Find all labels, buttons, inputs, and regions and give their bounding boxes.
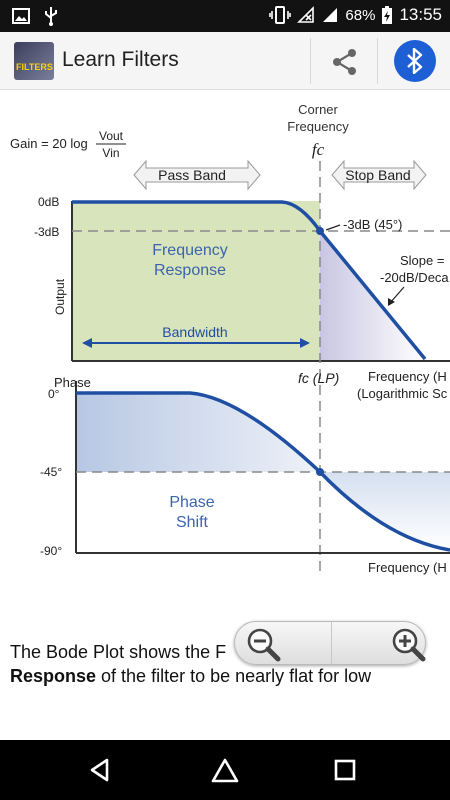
recents-button[interactable]	[329, 754, 361, 786]
zoom-out-icon	[247, 628, 281, 662]
output-axis-label: Output	[53, 278, 67, 315]
frequency-axis-label-bottom: Frequency (H	[368, 560, 447, 575]
pass-band-region	[72, 201, 320, 360]
battery-percent: 68%	[345, 6, 376, 24]
vin-label: Vin	[102, 146, 119, 160]
minus45-deg-label: -45°	[40, 465, 62, 479]
bandwidth-label: Bandwidth	[162, 324, 227, 340]
zoom-in-button[interactable]	[331, 622, 427, 664]
app-logo-text: FILTERS	[16, 62, 53, 72]
bluetooth-button[interactable]	[394, 40, 436, 82]
description-line1: The Bode Plot shows the F	[10, 640, 450, 664]
phase-shift-line2: Shift	[176, 514, 209, 531]
fc-lp-label: fc (LP)	[298, 370, 339, 386]
bluetooth-icon	[407, 48, 423, 74]
description-text: The Bode Plot shows the F Response of th…	[10, 640, 450, 688]
gain-formula: Gain = 20 log	[10, 136, 88, 151]
minus3db-45-label: -3dB (45°)	[343, 217, 402, 232]
frequency-response-line1: Frequency	[152, 242, 228, 259]
clock: 13:55	[399, 5, 442, 24]
minus3db-label: -3dB	[34, 225, 59, 239]
description-line2-rest: of the filter to be nearly flat for low	[96, 666, 372, 686]
app-title: Learn Filters	[62, 48, 179, 71]
description-line1-end: F	[215, 642, 227, 662]
stop-band-arrow	[331, 159, 427, 191]
phase-tail-region	[320, 472, 450, 550]
frequency-response-line2: Response	[154, 262, 226, 279]
home-icon	[211, 758, 239, 783]
fc-label: fc	[312, 140, 325, 159]
zero-db-label: 0dB	[38, 195, 59, 209]
image-icon	[12, 8, 30, 24]
vout-label: Vout	[99, 129, 124, 143]
pass-band-label: Pass Band	[158, 167, 226, 183]
signal-icon	[323, 8, 338, 22]
zoom-out-button[interactable]	[235, 622, 331, 664]
corner-frequency-line1: Corner	[298, 102, 338, 117]
description-line2: Response of the filter to be nearly flat…	[10, 664, 450, 688]
app-bar: FILTERS Learn Filters	[0, 32, 450, 90]
description-line1-start: The Bode Plot shows the	[10, 642, 211, 662]
share-icon	[333, 49, 356, 75]
status-bar: 68% 13:55	[0, 0, 450, 32]
navigation-bar	[0, 740, 450, 800]
no-signal-icon	[297, 6, 315, 23]
slope-line2: -20dB/Deca	[380, 270, 449, 285]
description-bold-word: Response	[10, 666, 97, 686]
back-button[interactable]	[84, 754, 116, 786]
phase-shift-line1: Phase	[169, 494, 214, 511]
recents-icon	[334, 759, 356, 781]
zoom-in-icon	[392, 628, 426, 662]
app-logo: FILTERS	[14, 42, 54, 80]
battery-charging-icon	[382, 6, 393, 24]
vibrate-icon	[269, 6, 292, 24]
bode-plot-diagram: Bandwidth Pass Band Stop Band Gain = 20 …	[10, 102, 450, 575]
usb-icon	[45, 7, 57, 26]
share-button[interactable]	[310, 38, 378, 84]
phase-axis-label: Phase	[54, 375, 91, 390]
zoom-controls	[234, 621, 426, 665]
home-button[interactable]	[209, 754, 241, 786]
minus3db-45-arrow	[325, 224, 341, 231]
phase-corner-point	[316, 468, 324, 476]
corner-frequency-line2: Frequency	[287, 119, 349, 134]
stop-band-label: Stop Band	[345, 167, 410, 183]
zero-deg-label: 0°	[48, 387, 60, 401]
slope-arrow	[389, 286, 405, 304]
log-scale-label: (Logarithmic Sc	[357, 386, 448, 401]
minus90-deg-label: -90°	[40, 544, 62, 558]
back-icon	[90, 758, 109, 782]
corner-point	[316, 227, 324, 235]
pass-band-arrow	[133, 159, 261, 191]
slope-line1: Slope =	[400, 253, 444, 268]
content-area[interactable]: Bandwidth Pass Band Stop Band Gain = 20 …	[0, 91, 450, 740]
frequency-axis-label-top: Frequency (H	[368, 369, 447, 384]
phase-shift-region	[76, 393, 320, 472]
